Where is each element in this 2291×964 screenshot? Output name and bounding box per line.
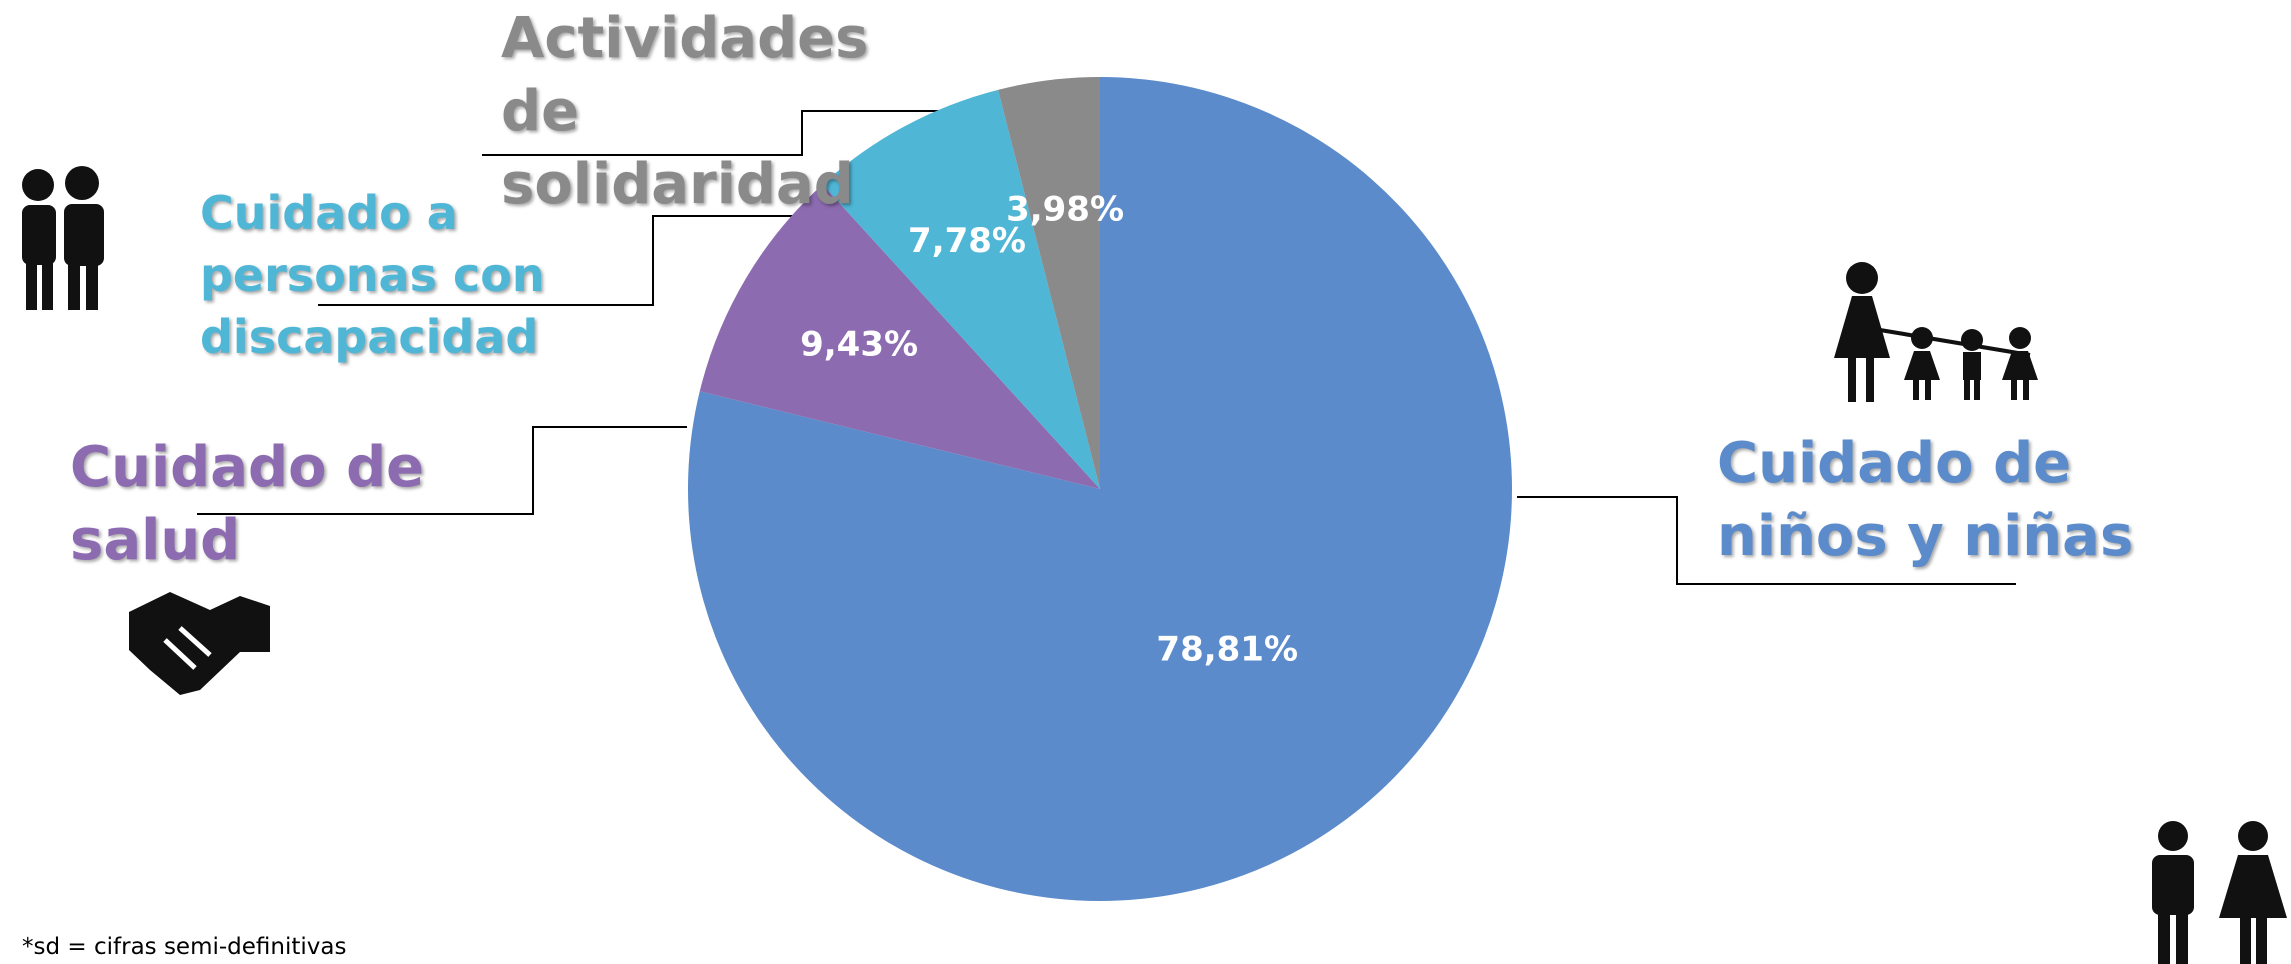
value-label: 78,81% bbox=[1156, 630, 1298, 670]
icon-couple bbox=[2152, 821, 2287, 964]
value-label: 9,43% bbox=[800, 325, 918, 365]
footnote: *sd = cifras semi-definitivas bbox=[22, 934, 347, 960]
pie-slice bbox=[822, 89, 1100, 489]
category-label: Actividades de solidaridad bbox=[501, 6, 869, 217]
category-label: Cuidado de salud bbox=[70, 435, 425, 573]
leader-line bbox=[482, 110, 957, 156]
pie bbox=[687, 77, 1512, 901]
value-label: 7,78% bbox=[908, 221, 1026, 261]
category-label: Cuidado de niños y niñas bbox=[1717, 431, 2134, 569]
icon-family bbox=[1834, 262, 2038, 402]
leader-line bbox=[1517, 496, 2016, 585]
leader-line bbox=[318, 215, 808, 306]
icon-disability bbox=[22, 166, 104, 310]
pie-slice bbox=[699, 184, 1100, 489]
pie-slice bbox=[998, 77, 1100, 489]
icon-handshake bbox=[129, 592, 270, 695]
leader-line bbox=[197, 426, 687, 515]
category-label: Cuidado a personas con discapacidad bbox=[200, 186, 545, 365]
leader-lines bbox=[197, 110, 2016, 585]
value-label: 3,98% bbox=[1006, 190, 1124, 230]
